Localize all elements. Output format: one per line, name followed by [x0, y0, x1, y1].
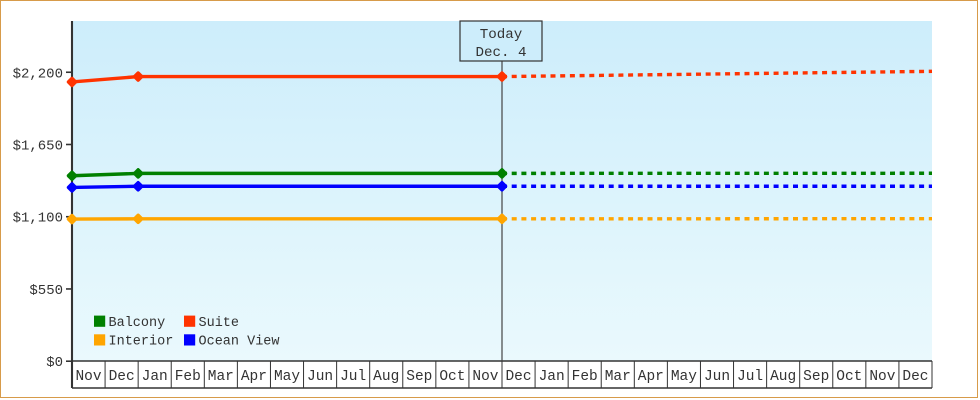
svg-text:May: May [274, 369, 300, 385]
svg-text:Oct: Oct [439, 369, 465, 385]
svg-text:Feb: Feb [175, 369, 201, 385]
svg-text:Aug: Aug [770, 369, 796, 385]
svg-text:Jun: Jun [704, 369, 730, 385]
svg-text:Sep: Sep [406, 369, 432, 385]
svg-text:Mar: Mar [605, 369, 631, 385]
svg-text:Jul: Jul [737, 369, 763, 385]
svg-text:Oct: Oct [836, 369, 862, 385]
svg-text:$0: $0 [46, 355, 63, 371]
svg-text:$2,200: $2,200 [13, 66, 63, 82]
svg-text:Nov: Nov [472, 369, 498, 385]
svg-text:Interior: Interior [109, 335, 174, 350]
svg-text:May: May [671, 369, 697, 385]
svg-text:Dec: Dec [109, 369, 135, 385]
svg-text:Today: Today [480, 27, 523, 43]
svg-text:$1,650: $1,650 [13, 138, 63, 154]
svg-text:Jan: Jan [539, 369, 565, 385]
svg-text:Apr: Apr [638, 369, 664, 385]
svg-text:Suite: Suite [199, 316, 240, 331]
svg-text:Aug: Aug [373, 369, 399, 385]
svg-text:Balcony: Balcony [109, 316, 166, 331]
svg-text:Dec: Dec [505, 369, 531, 385]
svg-text:Jan: Jan [142, 369, 168, 385]
svg-text:$550: $550 [29, 283, 63, 299]
svg-text:Feb: Feb [572, 369, 598, 385]
svg-text:Nov: Nov [869, 369, 895, 385]
svg-text:Mar: Mar [208, 369, 234, 385]
svg-text:Dec. 4: Dec. 4 [475, 45, 526, 61]
svg-text:Jun: Jun [307, 369, 333, 385]
svg-text:Jul: Jul [340, 369, 366, 385]
svg-text:Ocean View: Ocean View [199, 335, 280, 350]
svg-text:Sep: Sep [803, 369, 829, 385]
svg-text:Apr: Apr [241, 369, 267, 385]
svg-text:Nov: Nov [75, 369, 101, 385]
svg-text:Dec: Dec [902, 369, 928, 385]
svg-text:$1,100: $1,100 [13, 211, 63, 227]
